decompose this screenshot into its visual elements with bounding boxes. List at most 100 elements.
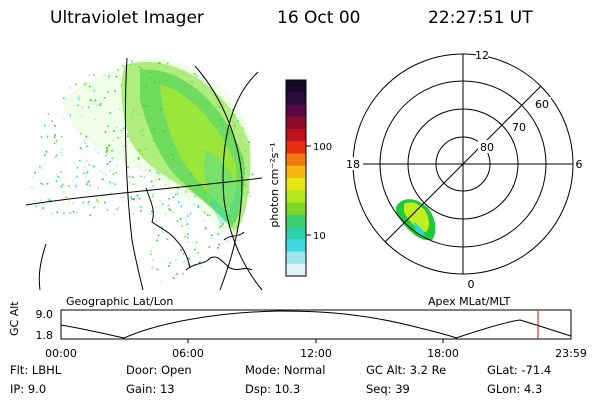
speckle-dot [152, 266, 154, 268]
speckle-dot [100, 170, 102, 173]
speckle-dot [63, 191, 65, 193]
speckle-dot [168, 265, 170, 267]
speckle-dot [96, 104, 99, 107]
colorbar-swatch [286, 153, 306, 167]
date-label: 16 Oct 00 [277, 8, 361, 28]
speckle-dot [151, 195, 154, 198]
geographic-panel-label: Geographic Lat/Lon [66, 295, 174, 308]
speckle-dot [138, 197, 141, 200]
speckle-dot [218, 243, 220, 246]
colorbar-unit-label: photon cm⁻²s⁻¹ [268, 142, 281, 227]
speckle-dot [86, 173, 88, 175]
speckle-dot [51, 120, 53, 122]
speckle-dot [41, 183, 44, 186]
speckle-dot [149, 213, 152, 215]
speckle-dot [31, 176, 34, 179]
speckle-dot [88, 74, 90, 77]
speckle-dot [186, 223, 189, 225]
speckle-dot [55, 154, 58, 157]
speckle-dot [87, 203, 90, 206]
speckle-dot [79, 160, 81, 162]
mlat-label-60: 60 [535, 98, 549, 111]
gc-alt-plot: GC Alt 9.0 1.8 00:00 06:00 12:00 18:00 2… [8, 301, 587, 360]
speckle-dot [114, 183, 117, 185]
speckle-dot [181, 225, 183, 227]
speckle-dot [95, 199, 98, 201]
speckle-dot [185, 219, 188, 222]
param-flt: Flt: LBHL [10, 363, 62, 377]
speckle-dot [130, 176, 133, 179]
speckle-dot [186, 213, 189, 216]
speckle-dot [159, 62, 161, 64]
speckle-dot [104, 97, 106, 99]
speckle-dot [106, 163, 109, 165]
speckle-dot [93, 149, 96, 151]
speckle-dot [74, 183, 77, 186]
speckle-dot [73, 162, 75, 164]
speckle-dot [133, 198, 135, 200]
speckle-dot [50, 212, 53, 215]
speckle-dot [195, 241, 198, 244]
speckle-dot [194, 248, 196, 251]
speckle-dot [44, 154, 46, 156]
speckle-dot [140, 206, 142, 208]
speckle-dot [150, 250, 152, 252]
mlt-label-18: 18 [346, 158, 360, 171]
speckle-dot [119, 108, 121, 111]
speckle-dot [46, 134, 49, 137]
speckle-dot [113, 130, 115, 132]
speckle-dot [158, 178, 161, 180]
speckle-dot [132, 176, 134, 178]
speckle-dot [169, 262, 172, 264]
xtick-2359: 23:59 [555, 347, 587, 360]
speckle-dot [176, 273, 178, 275]
speckle-dot [122, 196, 124, 199]
speckle-dot [156, 239, 158, 242]
speckle-dot [112, 173, 115, 175]
speckle-dot [106, 150, 108, 152]
speckle-dot [45, 151, 48, 153]
speckle-dot [41, 167, 43, 170]
speckle-dot [172, 277, 175, 279]
speckle-dot [102, 172, 105, 174]
speckle-dot [40, 136, 43, 138]
speckle-dot [107, 125, 109, 127]
speckle-dot [132, 198, 134, 200]
speckle-dot [186, 233, 189, 235]
speckle-dot [115, 126, 118, 129]
geographic-image [25, 56, 263, 291]
speckle-dot [127, 135, 129, 137]
speckle-dot [130, 196, 132, 198]
speckle-dot [162, 203, 164, 205]
speckle-dot [88, 106, 90, 109]
speckle-dot [111, 149, 113, 152]
speckle-dot [172, 196, 175, 198]
speckle-dot [60, 151, 62, 154]
speckle-dot [68, 200, 70, 203]
speckle-dot [168, 179, 170, 181]
speckle-dot [85, 82, 87, 85]
speckle-dot [132, 183, 134, 185]
speckle-dot [47, 199, 50, 201]
speckle-dot [249, 195, 251, 198]
speckle-dot [86, 171, 89, 174]
speckle-dot [106, 147, 108, 149]
speckle-dot [83, 83, 86, 86]
speckle-dot [93, 206, 95, 209]
mlt-label-12: 12 [475, 49, 489, 62]
speckle-dot [168, 197, 170, 200]
speckle-dot [108, 77, 110, 80]
param-glon: GLon: 4.3 [487, 382, 543, 396]
speckle-dot [87, 201, 90, 203]
speckle-dot [140, 210, 142, 212]
aurora-geographic [31, 56, 254, 283]
speckle-dot [77, 95, 80, 97]
speckle-dot [137, 158, 140, 161]
mlat-label-80: 80 [480, 141, 494, 154]
colorbar-swatch [286, 116, 306, 130]
speckle-dot [93, 101, 95, 103]
speckle-dot [34, 199, 37, 201]
speckle-dot [183, 212, 185, 214]
speckle-dot [54, 125, 56, 127]
x-tick-marks [187, 339, 444, 343]
